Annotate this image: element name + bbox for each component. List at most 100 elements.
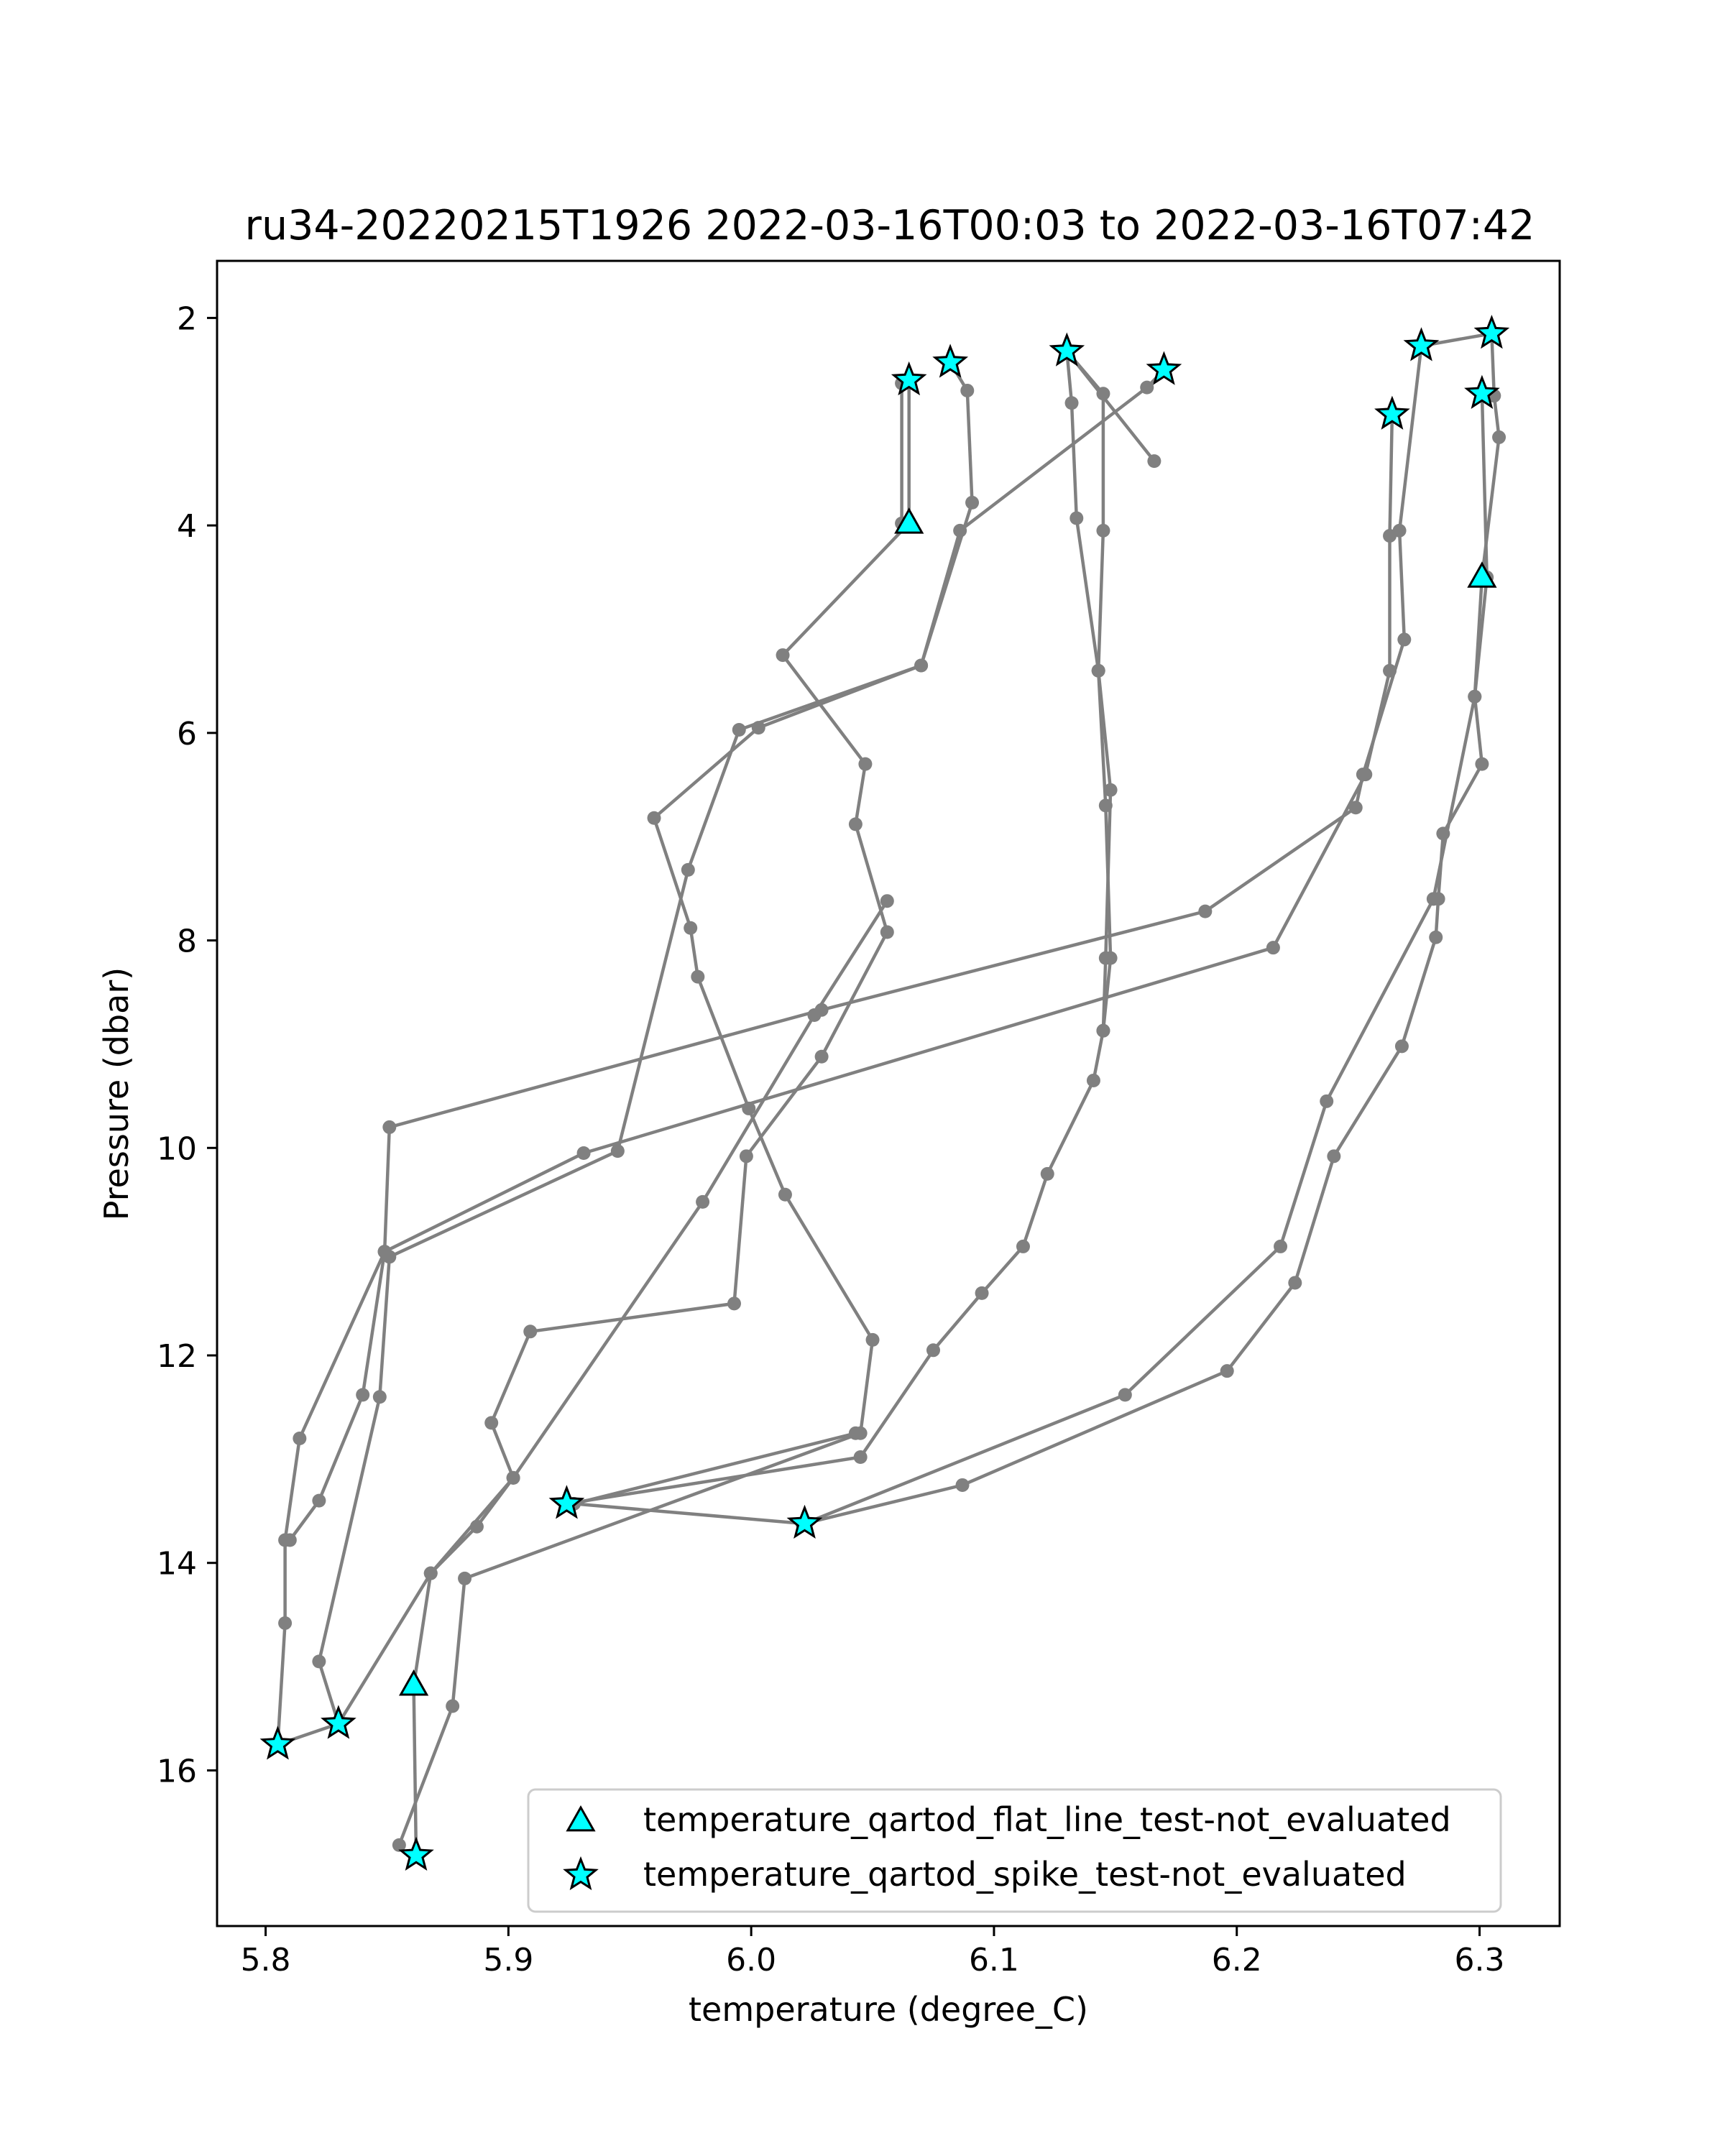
star-marker xyxy=(1464,374,1500,409)
star-marker xyxy=(1473,314,1510,349)
data-point xyxy=(377,1245,392,1259)
star-marker xyxy=(786,1504,823,1539)
data-point xyxy=(776,648,790,663)
data-point xyxy=(1475,757,1489,771)
star-marker xyxy=(1374,395,1410,430)
profile-9 xyxy=(895,376,909,530)
data-point xyxy=(848,1426,862,1440)
data-point xyxy=(853,1450,868,1464)
data-point xyxy=(684,921,698,935)
profile-2 xyxy=(559,344,1118,1511)
y-tick-label: 6 xyxy=(177,716,197,752)
data-point xyxy=(681,862,695,877)
plot-area xyxy=(259,314,1510,1871)
data-point xyxy=(1096,1023,1110,1038)
profile-1 xyxy=(312,355,980,1731)
x-axis-label: temperature (degree_C) xyxy=(689,1990,1088,2029)
star-marker xyxy=(1049,332,1085,367)
data-point xyxy=(312,1654,326,1669)
profile-line xyxy=(412,900,889,1686)
legend-triangle-marker xyxy=(566,1805,596,1832)
data-point xyxy=(647,811,661,825)
data-point xyxy=(727,1296,742,1311)
star-marker xyxy=(548,1485,585,1519)
x-tick-label: 5.8 xyxy=(241,1942,291,1978)
star-marker xyxy=(398,1836,434,1871)
data-point xyxy=(1426,892,1440,906)
data-point xyxy=(965,495,980,510)
profile-line xyxy=(288,414,1394,1542)
y-tick-label: 8 xyxy=(177,923,197,960)
data-point xyxy=(975,1286,989,1300)
data-point xyxy=(880,925,894,939)
profile-13 xyxy=(407,894,894,1692)
data-point xyxy=(392,1838,406,1852)
data-point xyxy=(914,658,929,673)
profile-line xyxy=(317,361,974,1725)
data-point xyxy=(1070,511,1084,525)
data-point xyxy=(1288,1276,1302,1290)
profile-5 xyxy=(270,338,1428,1751)
star-marker xyxy=(1403,327,1440,361)
profile-line xyxy=(1065,350,1156,462)
data-point xyxy=(1358,768,1373,782)
data-point xyxy=(1147,454,1162,469)
data-point xyxy=(372,1390,387,1404)
profile-11 xyxy=(407,1678,423,1863)
data-point xyxy=(1103,783,1118,797)
data-point xyxy=(382,1120,397,1134)
data-point xyxy=(953,523,967,538)
profile-line xyxy=(804,393,1489,1525)
data-point xyxy=(807,1008,822,1023)
data-point xyxy=(880,894,894,908)
data-point xyxy=(1064,396,1079,410)
data-point xyxy=(960,383,975,397)
data-point xyxy=(865,1332,880,1347)
data-point xyxy=(1220,1364,1234,1378)
data-point xyxy=(1394,1039,1409,1054)
data-point xyxy=(506,1470,520,1485)
triangle-marker xyxy=(398,1669,429,1696)
data-point xyxy=(1492,430,1506,444)
profile-line xyxy=(276,346,1423,1745)
data-point xyxy=(1429,930,1443,944)
star-marker xyxy=(1146,351,1182,385)
data-point xyxy=(739,1149,753,1164)
profile-line xyxy=(412,1685,418,1856)
data-point xyxy=(1348,801,1363,815)
y-axis-label: Pressure (dbar) xyxy=(97,967,136,1220)
x-tick-label: 5.9 xyxy=(483,1942,533,1978)
profile-14 xyxy=(567,1426,862,1531)
x-tick-label: 6.2 xyxy=(1212,1942,1262,1978)
legend: temperature_qartod_flat_line_test-not_ev… xyxy=(527,1788,1502,1913)
data-point xyxy=(778,1187,792,1202)
data-point xyxy=(1274,1239,1288,1253)
data-point xyxy=(814,1049,829,1064)
data-point xyxy=(955,1478,970,1492)
star-marker xyxy=(932,344,969,378)
data-point xyxy=(1016,1239,1030,1253)
data-point xyxy=(1266,941,1280,955)
profile-6 xyxy=(282,407,1399,1547)
star-marker xyxy=(259,1726,296,1760)
profile-line xyxy=(572,1432,856,1526)
triangle-marker-series xyxy=(398,507,1497,1696)
data-point xyxy=(1091,663,1105,678)
data-point xyxy=(312,1493,326,1508)
legend-star-marker xyxy=(563,1856,599,1891)
y-tick-label: 10 xyxy=(157,1130,197,1167)
data-point xyxy=(1086,1073,1100,1087)
y-axis: 2 4 6 8 10 12 14 16 xyxy=(157,300,217,1789)
y-tick-label: 14 xyxy=(157,1546,197,1583)
data-point xyxy=(858,757,873,771)
y-tick-label: 12 xyxy=(157,1338,197,1375)
profile-line xyxy=(277,380,911,1746)
data-point xyxy=(1397,632,1412,647)
data-point xyxy=(1098,798,1113,813)
data-point xyxy=(610,1144,625,1158)
profile-line xyxy=(566,351,1113,1506)
star-marker xyxy=(321,1705,356,1739)
data-point xyxy=(1327,1149,1341,1164)
data-point xyxy=(576,1146,591,1161)
x-tick-label: 6.1 xyxy=(969,1942,1019,1978)
